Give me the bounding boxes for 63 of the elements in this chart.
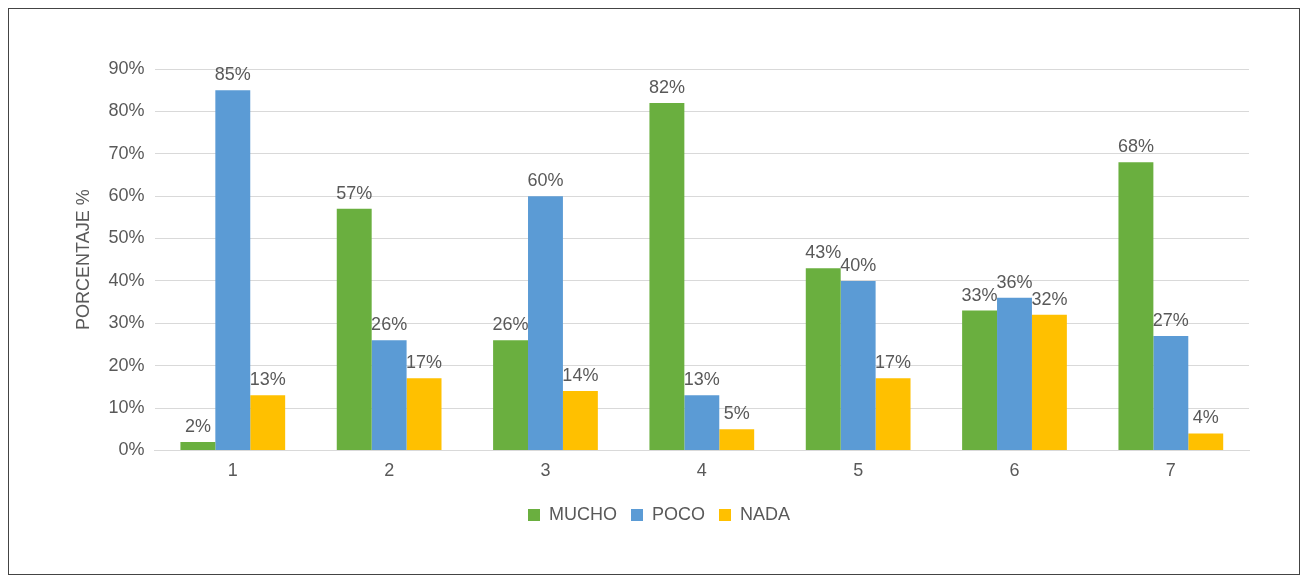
data-label: 4% [1192, 407, 1219, 428]
data-label: 2% [184, 415, 211, 436]
legend-label: MUCHO [549, 503, 617, 524]
data-label: 27% [1152, 309, 1189, 330]
bar [840, 280, 876, 450]
data-label: 5% [723, 403, 750, 424]
data-label: 68% [1117, 136, 1154, 157]
legend-label: POCO [651, 503, 705, 524]
y-tick-label: 10% [108, 396, 145, 417]
data-label: 33% [961, 284, 998, 305]
bar [719, 429, 755, 450]
y-tick-label: 60% [108, 185, 145, 206]
data-label: 13% [683, 369, 720, 390]
bar [1153, 335, 1189, 450]
y-tick-label: 0% [118, 439, 145, 460]
bar [528, 196, 563, 450]
y-tick-label: 70% [108, 142, 145, 163]
data-label: 57% [336, 182, 373, 203]
bar [875, 378, 911, 450]
data-label: 36% [996, 271, 1033, 292]
bar [406, 378, 442, 450]
bar [215, 90, 251, 450]
bar [1031, 314, 1067, 450]
data-label: 43% [805, 242, 842, 263]
data-label: 26% [492, 314, 529, 335]
bar [562, 391, 598, 450]
y-tick-label: 20% [108, 354, 145, 375]
data-label: 26% [371, 314, 408, 335]
bar [649, 102, 685, 450]
data-label: 13% [249, 369, 286, 390]
y-tick-label: 40% [108, 269, 145, 290]
y-tick-label: 30% [108, 312, 145, 333]
x-tick-label: 6 [1009, 460, 1020, 481]
bar [805, 268, 841, 450]
data-label: 60% [527, 170, 564, 191]
bar [336, 208, 372, 450]
bar [1188, 433, 1224, 450]
bar [371, 340, 407, 450]
x-tick-label: 7 [1165, 460, 1176, 481]
x-tick-label: 2 [384, 460, 395, 481]
bar [684, 395, 720, 450]
bar [1118, 162, 1154, 450]
data-label: 32% [1031, 288, 1068, 309]
data-label: 17% [406, 352, 443, 373]
x-tick-label: 5 [853, 460, 864, 481]
data-label: 82% [648, 76, 685, 97]
bar [180, 441, 216, 450]
x-tick-label: 3 [540, 460, 551, 481]
y-tick-label: 90% [108, 57, 145, 78]
bar [962, 310, 998, 450]
y-axis-title: PORCENTAJE % [72, 189, 93, 331]
data-label: 14% [562, 365, 599, 386]
data-label: 40% [840, 254, 877, 275]
y-tick-label: 50% [108, 227, 145, 248]
legend-label: NADA [739, 503, 791, 524]
y-tick-label: 80% [108, 100, 145, 121]
x-tick-label: 4 [696, 460, 707, 481]
x-tick-label: 1 [227, 460, 238, 481]
bar [250, 395, 286, 450]
data-label: 17% [875, 352, 912, 373]
data-label: 85% [214, 64, 251, 85]
bar [997, 297, 1032, 450]
bar [493, 340, 529, 450]
